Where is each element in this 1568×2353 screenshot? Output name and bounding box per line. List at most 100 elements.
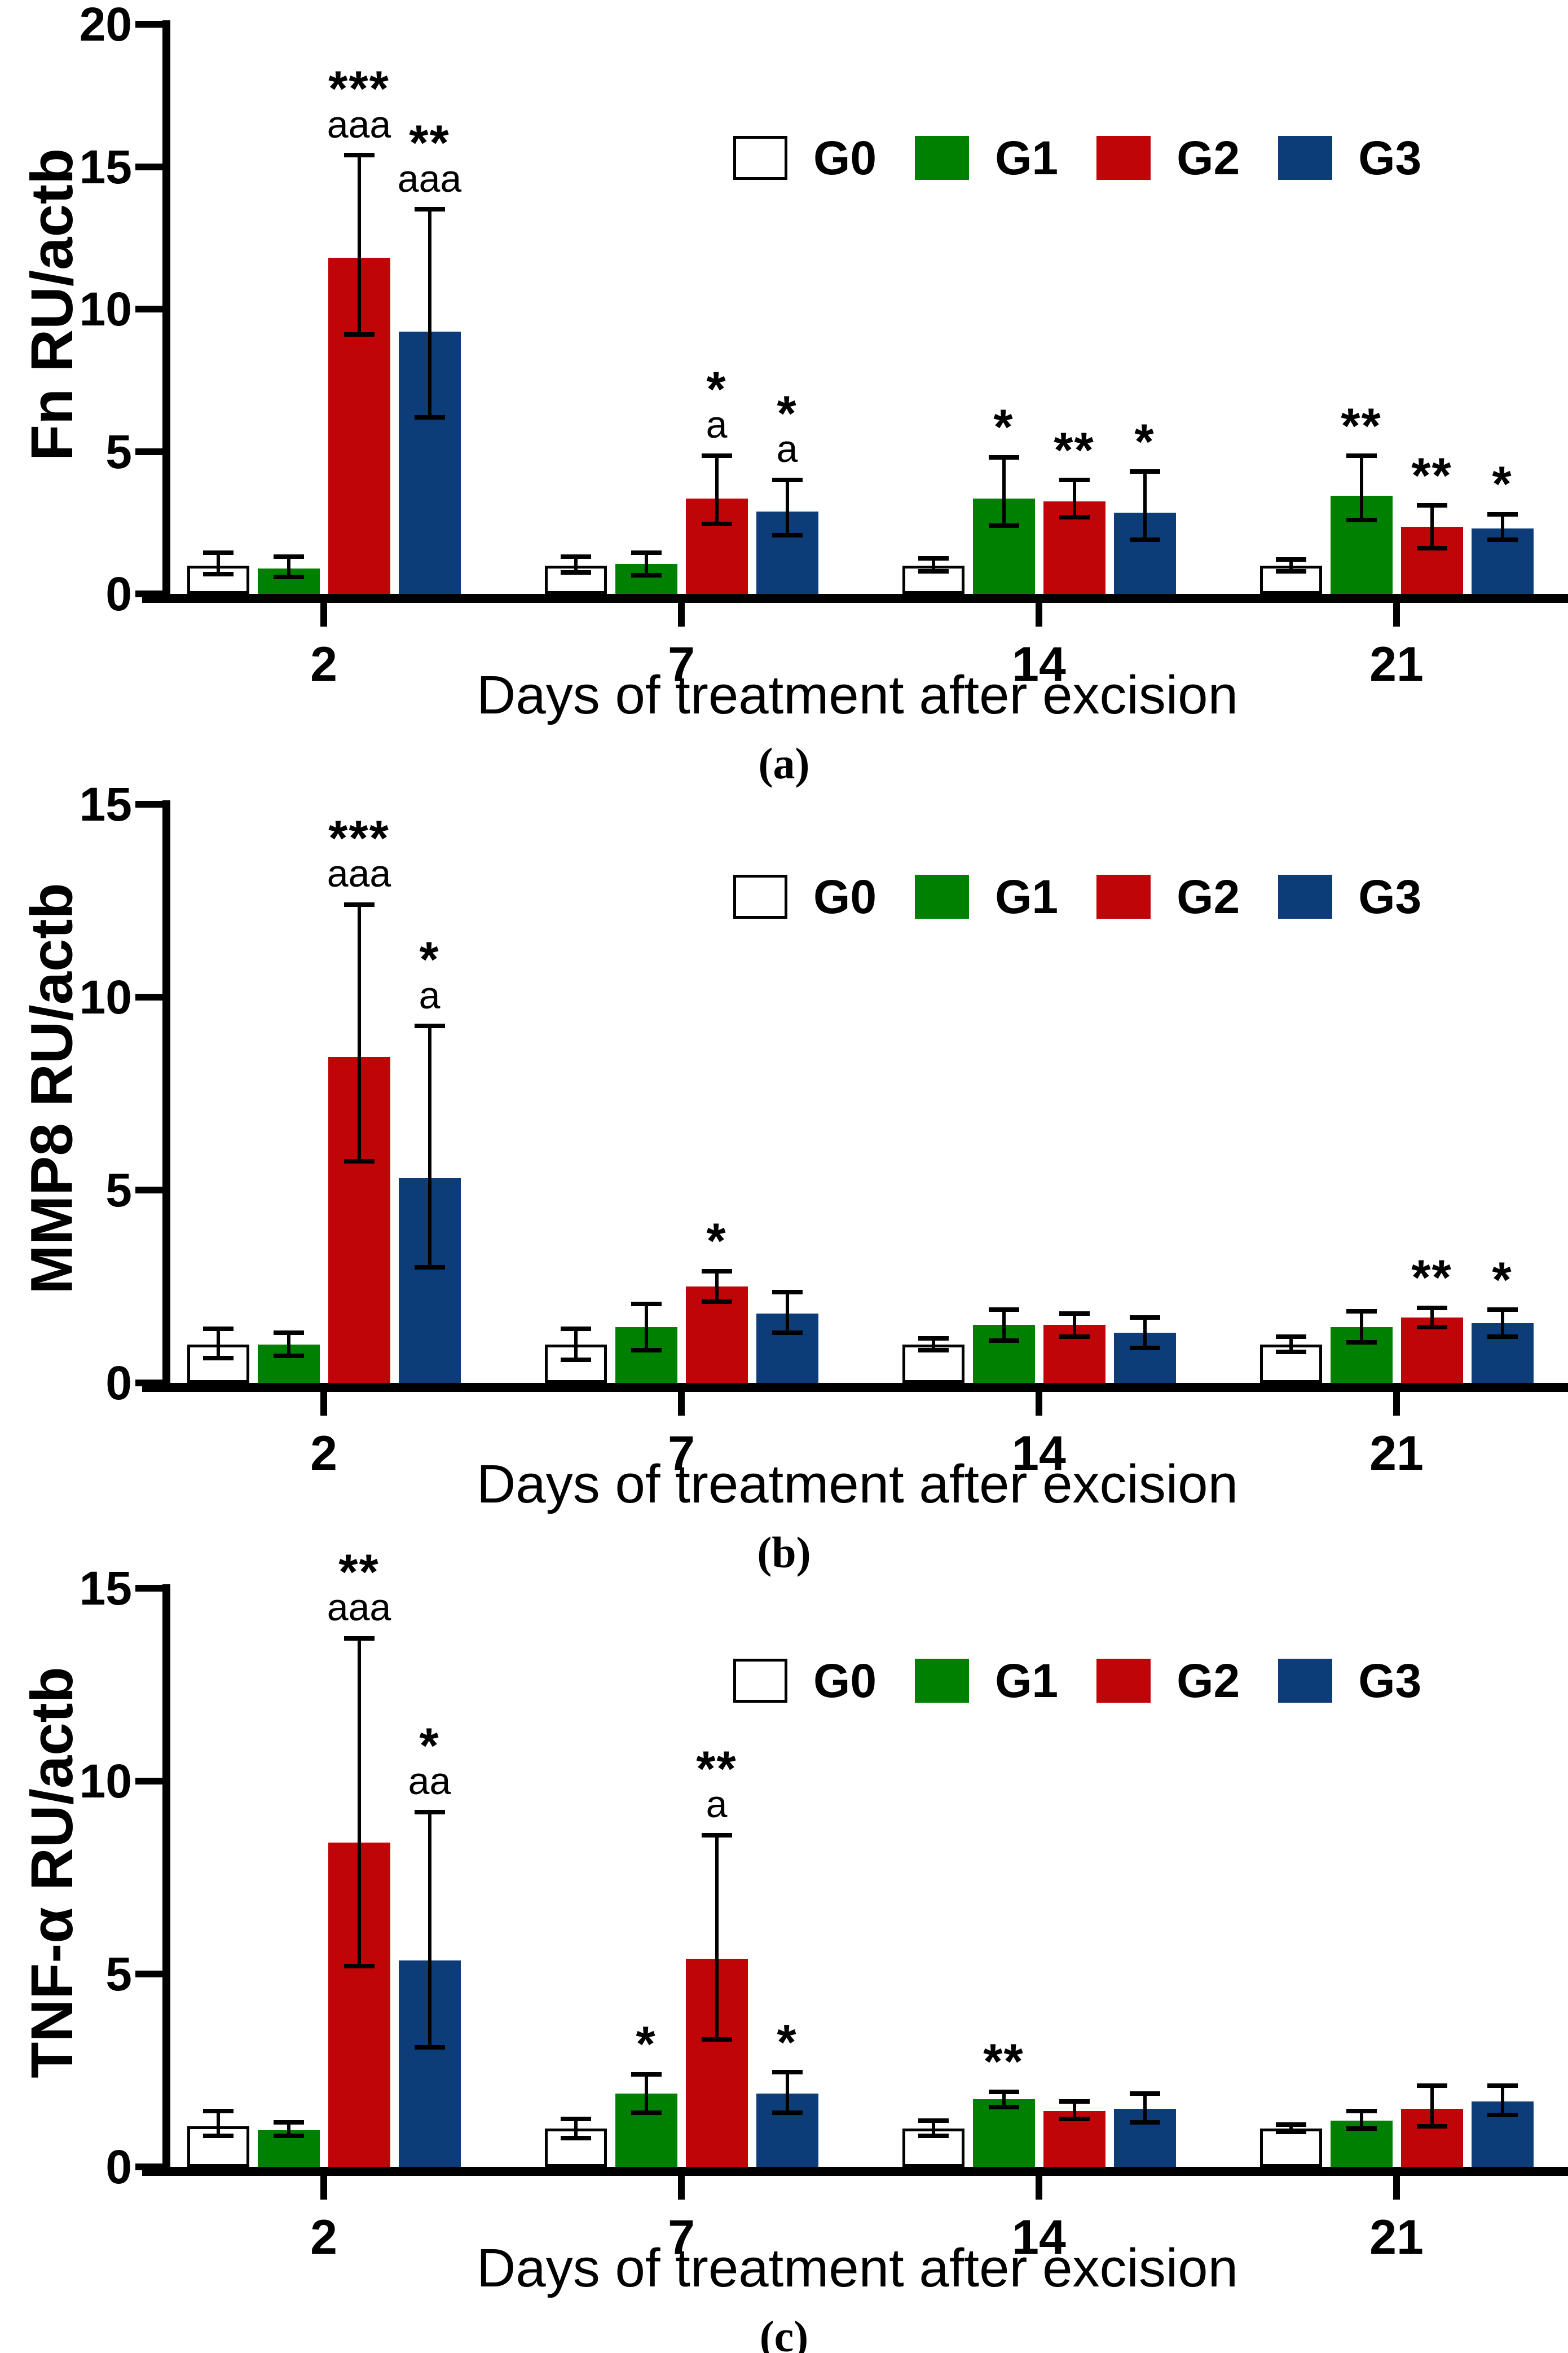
error-cap-top [1487, 1307, 1518, 1312]
error-cap-top [343, 902, 375, 907]
error-cap-bottom [1346, 2126, 1377, 2131]
error-cap-top [631, 1301, 662, 1306]
error-cap-bottom [560, 1357, 591, 1362]
error-cap-top [1346, 1309, 1377, 1314]
x-tick-label-day21: 21 [1369, 2210, 1424, 2264]
error-cap-top [988, 2089, 1019, 2094]
error-cap-bottom [1487, 1334, 1518, 1339]
significance-letters: a [706, 403, 728, 447]
significance-stars: ** [338, 1543, 380, 1599]
error-cap-bottom [1129, 1346, 1160, 1351]
error-cap-bottom [414, 1264, 445, 1270]
error-cap-top [560, 2116, 591, 2121]
legend-item-G3: G3 [1278, 873, 1421, 920]
error-bar-G1-day7 [644, 552, 648, 576]
error-cap-top [1059, 478, 1090, 482]
error-bar-G2-day21 [1430, 2086, 1434, 2127]
error-cap-top [1487, 2083, 1518, 2088]
legend-swatch-G0 [733, 1659, 787, 1703]
x-tick-mark-day14 [1036, 1392, 1042, 1416]
error-cap-top [414, 1809, 445, 1814]
significance-G2-day21: ** [1411, 1253, 1452, 1303]
error-cap-bottom [273, 1354, 304, 1359]
x-tick-mark-day2 [320, 603, 327, 627]
error-bar-G1-day2 [287, 557, 290, 577]
significance-G2-day21: ** [1411, 450, 1452, 500]
error-cap-top [631, 550, 662, 555]
legend-item-G0: G0 [733, 134, 877, 182]
error-bar-G2-day14 [1072, 2101, 1076, 2119]
x-tick-mark-day21 [1393, 2176, 1400, 2200]
legend-swatch-G0 [733, 875, 787, 919]
error-cap-top [273, 1330, 304, 1336]
error-bar-G1-day21 [1359, 1311, 1363, 1343]
legend-item-G2: G2 [1096, 1657, 1240, 1704]
error-bar-G0-day14 [931, 2120, 935, 2136]
x-axis-line [142, 2167, 1568, 2176]
error-cap-top [988, 1307, 1019, 1312]
error-bar-G2-day7 [715, 456, 719, 525]
error-cap-bottom [631, 2110, 662, 2116]
significance-stars: * [419, 931, 440, 988]
error-bar-G0-day2 [216, 2110, 220, 2136]
error-cap-bottom [1059, 514, 1090, 519]
error-cap-bottom [1275, 569, 1306, 574]
error-cap-top [202, 1327, 234, 1332]
panel-a: Fn RU/actb 0 5 10 15 20 2 7 14 21 * ** *** aaa * a ** **… [0, 0, 1568, 786]
error-cap-top [772, 2070, 803, 2075]
x-tick-label-day2: 2 [310, 637, 337, 691]
panel-letter-b: (b) [757, 1528, 811, 1577]
significance-stars: * [777, 2014, 798, 2070]
legend-item-G3: G3 [1278, 1657, 1421, 1704]
significance-stars: ** [409, 114, 450, 171]
error-cap-top [273, 2120, 304, 2125]
error-cap-bottom [343, 332, 375, 337]
legend-label-G0: G0 [813, 1654, 877, 1707]
x-tick-mark-day2 [320, 2176, 327, 2200]
x-axis-line [142, 594, 1568, 603]
significance-G2-day7: * [706, 1213, 727, 1269]
x-tick-mark-day21 [1393, 603, 1400, 627]
significance-G2-day7: * a [706, 364, 728, 447]
y-tick-mark-15 [135, 163, 164, 170]
y-tick-mark-20 [135, 21, 164, 28]
error-bar-G2-day2 [357, 904, 361, 1161]
legend-swatch-G2 [1096, 1659, 1151, 1703]
error-cap-bottom [772, 1330, 803, 1336]
y-tick-label-0: 0 [105, 2140, 132, 2193]
error-cap-bottom [1275, 2130, 1306, 2135]
significance-stars: * [636, 2016, 657, 2072]
significance-G1-day14: ** [983, 2037, 1024, 2087]
y-tick-label-10: 10 [79, 1755, 132, 1808]
y-tick-mark-0 [135, 1380, 164, 1386]
error-cap-top [918, 1336, 949, 1341]
y-tick-mark-5 [135, 448, 164, 455]
significance-G3-day14: * [1134, 416, 1155, 466]
error-cap-bottom [772, 533, 803, 538]
error-cap-bottom [918, 2134, 949, 2139]
error-cap-top [631, 2072, 662, 2077]
error-bar-G3-day21 [1500, 2086, 1504, 2115]
legend-swatch-G3 [1278, 136, 1333, 180]
error-bar-G3-day7 [785, 1292, 789, 1333]
y-tick-mark-5 [135, 1971, 164, 1977]
error-bar-G0-day21 [1289, 559, 1293, 571]
significance-stars: * [706, 1213, 727, 1269]
significance-G3-day21: * [1492, 459, 1512, 509]
significance-G3-day7: * a [777, 388, 798, 468]
error-bar-G2-day7 [715, 1271, 719, 1302]
error-bar-G3-day14 [1143, 471, 1147, 540]
significance-G3-day2: * aa [408, 1717, 451, 1800]
error-cap-bottom [918, 1347, 949, 1352]
error-cap-top [701, 1268, 732, 1274]
x-axis-title-a: Days of treatment after excision [477, 665, 1238, 725]
significance-stars: ** [1341, 397, 1382, 453]
error-bar-G1-day7 [644, 1303, 648, 1350]
error-bar-G3-day14 [1143, 1317, 1147, 1349]
significance-stars: * [419, 1717, 440, 1773]
significance-G2-day2: *** aaa [327, 813, 391, 893]
error-bar-G1-day14 [1002, 457, 1006, 526]
legend-swatch-G3 [1278, 1659, 1333, 1703]
significance-G1-day7: * [636, 2016, 657, 2072]
error-bar-G0-day14 [931, 558, 935, 571]
